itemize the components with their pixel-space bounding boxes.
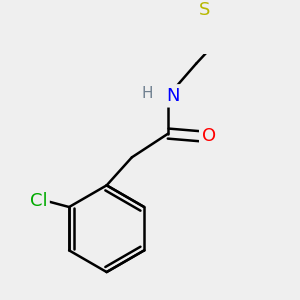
Text: Cl: Cl bbox=[29, 192, 47, 210]
Text: O: O bbox=[202, 128, 216, 146]
Text: H: H bbox=[142, 85, 153, 100]
Text: N: N bbox=[167, 87, 180, 105]
Text: S: S bbox=[199, 1, 210, 19]
